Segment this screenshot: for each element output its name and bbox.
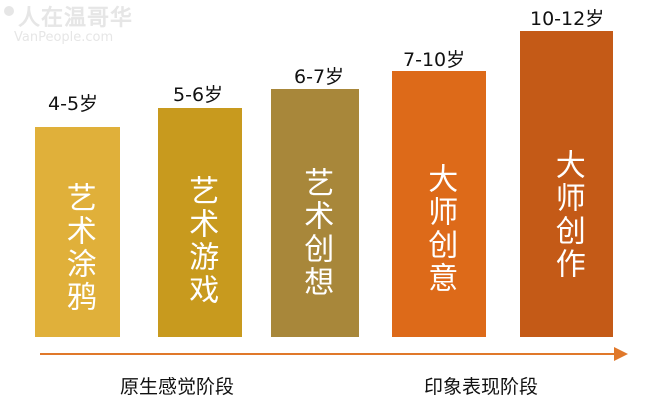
phase-label-1: 原生感觉阶段 (120, 376, 235, 398)
watermark-subtext: VanPeople.com (14, 30, 114, 45)
stage-label-1: 艺术涂鸦 (60, 182, 96, 314)
age-label-4: 7-10岁 (403, 49, 466, 71)
stage-bar-5: 大师创作 (520, 31, 613, 337)
stage-label-4: 大师创意 (422, 163, 458, 295)
arrow-head-icon (614, 347, 628, 361)
stage-label-5: 大师创作 (549, 149, 585, 281)
age-label-2: 5-6岁 (173, 84, 224, 106)
age-label-1: 4-5岁 (48, 93, 99, 115)
stage-bar-1: 艺术涂鸦 (35, 127, 120, 337)
watermark-text: 人在温哥华 (18, 6, 134, 31)
watermark-logo-icon (4, 6, 14, 16)
age-label-5: 10-12岁 (530, 8, 605, 30)
stage-bar-3: 艺术创想 (271, 89, 359, 337)
timeline-axis (40, 353, 618, 355)
vanpeople-watermark: 人在温哥华 VanPeople.com (0, 0, 160, 64)
stage-bar-2: 艺术游戏 (158, 108, 242, 337)
stage-label-2: 艺术游戏 (183, 174, 219, 307)
phase-label-2: 印象表现阶段 (424, 376, 539, 398)
age-label-3: 6-7岁 (294, 66, 345, 88)
stage-label-3: 艺术创想 (298, 167, 334, 299)
stage-bar-4: 大师创意 (392, 71, 486, 337)
